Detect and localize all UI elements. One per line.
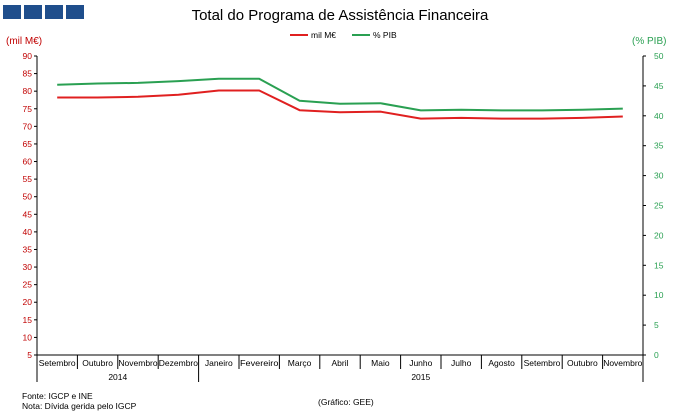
- x-tick-label: Novembro: [118, 358, 157, 368]
- y-left-tick-label: 5: [27, 350, 32, 360]
- y-right-axis-label: (% PIB): [632, 36, 666, 47]
- logo-block: [66, 5, 84, 19]
- y-right-tick-label: 30: [654, 171, 664, 181]
- axes: 5 10 15 20 25 30 35 40 45 50 55 60 65 70 75 80 85 90 0 5 10 1…: [23, 51, 664, 382]
- x-tick-label: Setembro: [39, 358, 76, 368]
- x-tick-label: Outubro: [82, 358, 113, 368]
- x-tick-label: Março: [288, 358, 312, 368]
- logo-block: [24, 5, 42, 19]
- logo-block: [45, 5, 63, 19]
- x-tick-label: Janeiro: [205, 358, 233, 368]
- y-right-tick-label: 10: [654, 290, 664, 300]
- y-left-tick-label: 20: [23, 297, 33, 307]
- y-right-tick-label: 45: [654, 81, 664, 91]
- y-left-tick-label: 70: [23, 121, 33, 131]
- y-left-tick-label: 50: [23, 192, 33, 202]
- series-line: [57, 89, 623, 120]
- y-right-tick-label: 25: [654, 201, 664, 211]
- series-line: [57, 77, 623, 112]
- y-right-tick-label: 35: [654, 141, 664, 151]
- logo-block: [3, 5, 21, 19]
- y-left-tick-label: 90: [23, 51, 33, 61]
- series-layer: [57, 77, 623, 120]
- x-tick-label: Junho: [409, 358, 432, 368]
- x-tick-label: Julho: [451, 358, 472, 368]
- legend-label: mil M€: [311, 30, 336, 40]
- y-left-tick-label: 75: [23, 104, 33, 114]
- y-left-tick-label: 40: [23, 227, 33, 237]
- y-right-tick-label: 5: [654, 320, 659, 330]
- y-left-tick-label: 15: [23, 315, 33, 325]
- y-right-tick-label: 40: [654, 111, 664, 121]
- y-left-tick-label: 85: [23, 69, 33, 79]
- x-tick-label: Dezembro: [159, 358, 198, 368]
- y-right-tick-label: 15: [654, 260, 664, 270]
- y-left-axis-label: (mil M€): [6, 36, 42, 47]
- y-right-tick-label: 0: [654, 350, 659, 360]
- y-left-tick-label: 55: [23, 174, 33, 184]
- chart-title: Total do Programa de Assistência Finance…: [191, 7, 489, 24]
- legend-label: % PIB: [373, 30, 397, 40]
- y-left-tick-label: 65: [23, 139, 33, 149]
- y-right-tick-label: 50: [654, 51, 664, 61]
- y-left-tick-label: 25: [23, 280, 33, 290]
- y-right-tick-label: 20: [654, 230, 664, 240]
- year-label: 2014: [108, 372, 127, 382]
- x-tick-label: Agosto: [488, 358, 515, 368]
- x-tick-label: Outubro: [567, 358, 598, 368]
- footer-credit: (Gráfico: GEE): [318, 397, 374, 407]
- y-left-tick-label: 45: [23, 209, 33, 219]
- legend: mil M€ % PIB: [290, 30, 397, 40]
- footer-note: Nota: Dívida gerida pelo IGCP: [22, 401, 137, 411]
- x-tick-label: Fevereiro: [240, 358, 279, 368]
- x-tick-label: Setembro: [524, 358, 561, 368]
- year-label: 2015: [411, 372, 430, 382]
- y-left-tick-label: 80: [23, 86, 33, 96]
- y-left-tick-label: 10: [23, 332, 33, 342]
- y-left-tick-label: 30: [23, 262, 33, 272]
- footer-source: Fonte: IGCP e INE: [22, 391, 93, 401]
- x-tick-label: Novembro: [603, 358, 642, 368]
- logo: [3, 5, 84, 19]
- x-tick-label: Abril: [331, 358, 348, 368]
- y-left-tick-label: 60: [23, 157, 33, 167]
- y-left-tick-label: 35: [23, 244, 33, 254]
- x-tick-label: Maio: [371, 358, 390, 368]
